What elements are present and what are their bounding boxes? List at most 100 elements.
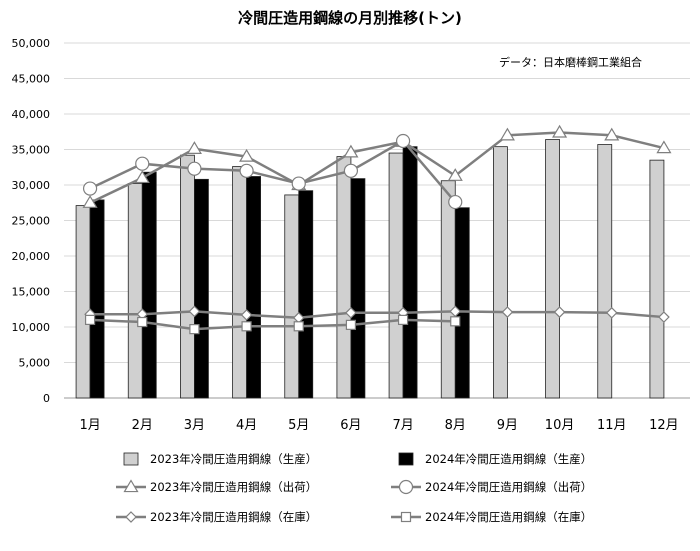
bar xyxy=(336,156,352,399)
y-tick-label: 5,000 xyxy=(19,357,51,370)
bar xyxy=(298,190,314,399)
y-tick-label: 15,000 xyxy=(12,286,51,299)
x-tick-label: 7月 xyxy=(392,418,413,433)
line-point xyxy=(187,161,202,176)
series-line xyxy=(90,310,665,320)
line-point xyxy=(241,321,252,332)
bars-layer xyxy=(75,139,665,399)
legend-swatch xyxy=(123,452,139,466)
grid-layer xyxy=(64,42,690,399)
source-note: データ：日本磨棒鋼工業組合 xyxy=(499,55,642,69)
line-point xyxy=(345,319,357,330)
legend-swatch xyxy=(398,452,414,466)
y-tick-label: 10,000 xyxy=(12,321,51,334)
legend: 2023年冷間圧造用鋼線（生産） 2024年冷間圧造用鋼線（生産） 2023年冷間圧… xyxy=(116,452,592,524)
line-point xyxy=(239,163,254,178)
x-tick-label: 5月 xyxy=(288,418,309,433)
legend-label: 2023年冷間圧造用鋼線（出荷） xyxy=(150,480,317,494)
line-point xyxy=(134,170,150,184)
line-point xyxy=(553,306,566,318)
line-point xyxy=(400,511,412,523)
line-point xyxy=(137,316,148,328)
bar xyxy=(402,146,418,399)
line-point xyxy=(397,314,409,325)
bar xyxy=(350,178,366,399)
x-tick-label: 1月 xyxy=(79,418,100,433)
line-point xyxy=(189,324,200,335)
series-line xyxy=(89,131,665,204)
line-point xyxy=(123,479,139,493)
legend-label: 2023年冷間圧造用鋼線（生産） xyxy=(150,452,317,466)
line-point xyxy=(656,140,672,154)
bar xyxy=(649,159,665,399)
line-point xyxy=(605,306,618,319)
bar xyxy=(89,199,105,399)
y-tick-label: 35,000 xyxy=(12,144,51,157)
bar xyxy=(284,194,300,399)
y-tick-label: 25,000 xyxy=(12,215,51,228)
line-point xyxy=(186,141,202,154)
bar xyxy=(127,183,143,399)
y-tick-label: 20,000 xyxy=(12,250,51,263)
legend-item: 2023年冷間圧造用鋼線（生産） xyxy=(123,452,317,466)
line-point xyxy=(447,168,463,181)
y-tick-label: 30,000 xyxy=(12,179,51,192)
series-line xyxy=(89,139,457,203)
x-tick-label: 11月 xyxy=(597,418,627,433)
legend-item: 2023年冷間圧造用鋼線（在庫） xyxy=(116,510,317,524)
chart-title: 冷間圧造用鋼線の月別推移(トン) xyxy=(238,9,462,27)
line-point xyxy=(84,314,96,325)
legend-item: 2024年冷間圧造用鋼線（生産） xyxy=(398,452,592,466)
x-tick-label: 12月 xyxy=(649,418,679,433)
bar xyxy=(493,146,508,399)
bar xyxy=(75,205,91,399)
x-tick-label: 2月 xyxy=(132,418,153,433)
bar xyxy=(388,152,404,399)
x-tick-label: 10月 xyxy=(545,418,575,433)
legend-label: 2024年冷間圧造用鋼線（出荷） xyxy=(425,480,592,494)
y-tick-label: 40,000 xyxy=(12,108,51,121)
bar xyxy=(545,139,560,399)
x-tick-label: 4月 xyxy=(236,418,257,433)
line-point xyxy=(604,127,620,141)
line-point xyxy=(125,511,137,523)
legend-label: 2024年冷間圧造用鋼線（生産） xyxy=(425,452,592,466)
line-point xyxy=(135,156,150,171)
line-point xyxy=(395,133,411,149)
line-point xyxy=(188,305,201,318)
bar xyxy=(440,180,456,399)
series-line xyxy=(90,318,456,331)
y-axis: 0 5,000 10,000 15,000 20,000 25,000 30,000 35,0… xyxy=(12,37,51,405)
x-tick-label: 8月 xyxy=(445,418,466,433)
bar xyxy=(232,166,247,399)
line-point xyxy=(343,144,359,158)
x-tick-label: 3月 xyxy=(184,418,205,433)
bar xyxy=(246,176,261,399)
line-point xyxy=(499,127,515,141)
y-tick-label: 45,000 xyxy=(12,73,51,86)
x-tick-label: 9月 xyxy=(497,418,518,433)
y-tick-label: 0 xyxy=(43,392,50,405)
x-axis: 1月 2月 3月 4月 5月 6月 7月 8月 9月 10月 11月 12月 xyxy=(79,418,678,433)
lines-layer xyxy=(82,124,672,335)
line-point xyxy=(448,194,463,210)
legend-item: 2024年冷間圧造用鋼線（在庫） xyxy=(391,510,592,524)
line-point xyxy=(239,148,255,162)
y-tick-label: 50,000 xyxy=(12,37,51,50)
x-tick-label: 6月 xyxy=(340,418,361,433)
line-point xyxy=(293,321,304,332)
bar xyxy=(597,144,613,399)
line-point xyxy=(345,306,357,319)
bar xyxy=(180,154,195,399)
line-point xyxy=(82,195,98,208)
line-point xyxy=(82,181,98,196)
legend-item: 2024年冷間圧造用鋼線（出荷） xyxy=(391,479,592,495)
bar xyxy=(141,171,157,399)
bar xyxy=(194,178,209,399)
legend-label: 2023年冷間圧造用鋼線（在庫） xyxy=(150,510,317,524)
line-point xyxy=(240,309,253,321)
line-point xyxy=(552,124,568,138)
legend-item: 2023年冷間圧造用鋼線（出荷） xyxy=(116,479,317,494)
